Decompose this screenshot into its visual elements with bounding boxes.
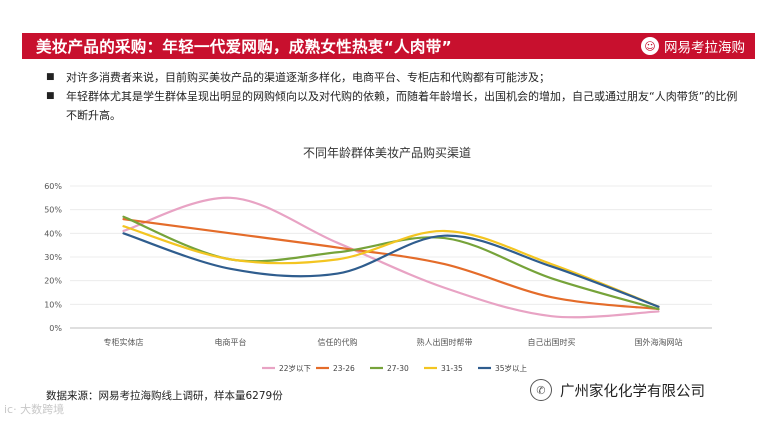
y-tick-label: 40% — [44, 229, 62, 238]
watermark-left: ic· 大数跨境 — [4, 403, 65, 416]
legend-label: 22岁以下 — [279, 363, 312, 373]
y-tick-label: 60% — [44, 182, 62, 191]
y-tick-label: 30% — [44, 253, 62, 262]
legend-label: 31-35 — [441, 364, 463, 373]
series-line — [122, 196, 660, 319]
bullet-square-icon: ■ — [46, 72, 55, 82]
x-tick-label: 国外海淘网站 — [635, 337, 683, 347]
series-line — [122, 225, 660, 308]
series-line — [122, 232, 660, 308]
legend-label: 23-26 — [333, 364, 355, 373]
series-line — [122, 218, 660, 311]
bullet-text: 对许多消费者来说，目前购买美妆产品的渠道逐渐多样化，电商平台、专柜店和代购都有可… — [66, 71, 550, 84]
x-tick-label: 自己出国时买 — [528, 337, 576, 347]
chart-title: 不同年龄群体美妆产品购买渠道 — [302, 146, 471, 160]
banner-title: 美妆产品的采购：年轻一代爱网购，成熟女性热衷“人肉带” — [36, 38, 452, 56]
y-tick-label: 50% — [44, 206, 62, 215]
legend-label: 27-30 — [387, 364, 409, 373]
bullet-square-icon: ■ — [46, 91, 55, 101]
x-tick-label: 熟人出国时帮带 — [417, 337, 473, 347]
watermark-right: ✆ 广州家化化学有限公司 — [530, 379, 705, 401]
x-tick-label: 信任的代购 — [318, 337, 358, 347]
brand-name: 网易考拉海购 — [664, 40, 745, 56]
brand-logo: ☺ 网易考拉海购 — [641, 36, 745, 56]
bullet-item: ■ 对许多消费者来说，目前购买美妆产品的渠道逐渐多样化，电商平台、专柜店和代购都… — [46, 68, 746, 87]
x-tick-label: 电商平台 — [215, 337, 247, 347]
bullet-item: ■ 年轻群体尤其是学生群体呈现出明显的网购倾向以及对代购的依赖，而随着年龄增长，… — [46, 87, 746, 125]
watermark-text: 广州家化化学有限公司 — [560, 383, 705, 400]
title-banner: 美妆产品的采购：年轻一代爱网购，成熟女性热衷“人肉带” ☺ 网易考拉海购 — [22, 33, 755, 59]
y-tick-label: 20% — [44, 277, 62, 286]
bullet-text: 年轻群体尤其是学生群体呈现出明显的网购倾向以及对代购的依赖，而随着年龄增长，出国… — [66, 90, 738, 122]
koala-logo-icon: ☺ — [641, 37, 659, 55]
x-tick-label: 专柜实体店 — [104, 337, 144, 347]
legend-label: 35岁以上 — [495, 363, 528, 373]
y-tick-label: 10% — [44, 300, 62, 309]
y-tick-label: 0% — [49, 324, 62, 333]
wechat-icon: ✆ — [530, 379, 552, 401]
data-source: 数据来源：网易考拉海购线上调研，样本量6279份 — [46, 390, 283, 402]
bullet-list: ■ 对许多消费者来说，目前购买美妆产品的渠道逐渐多样化，电商平台、专柜店和代购都… — [46, 68, 746, 125]
